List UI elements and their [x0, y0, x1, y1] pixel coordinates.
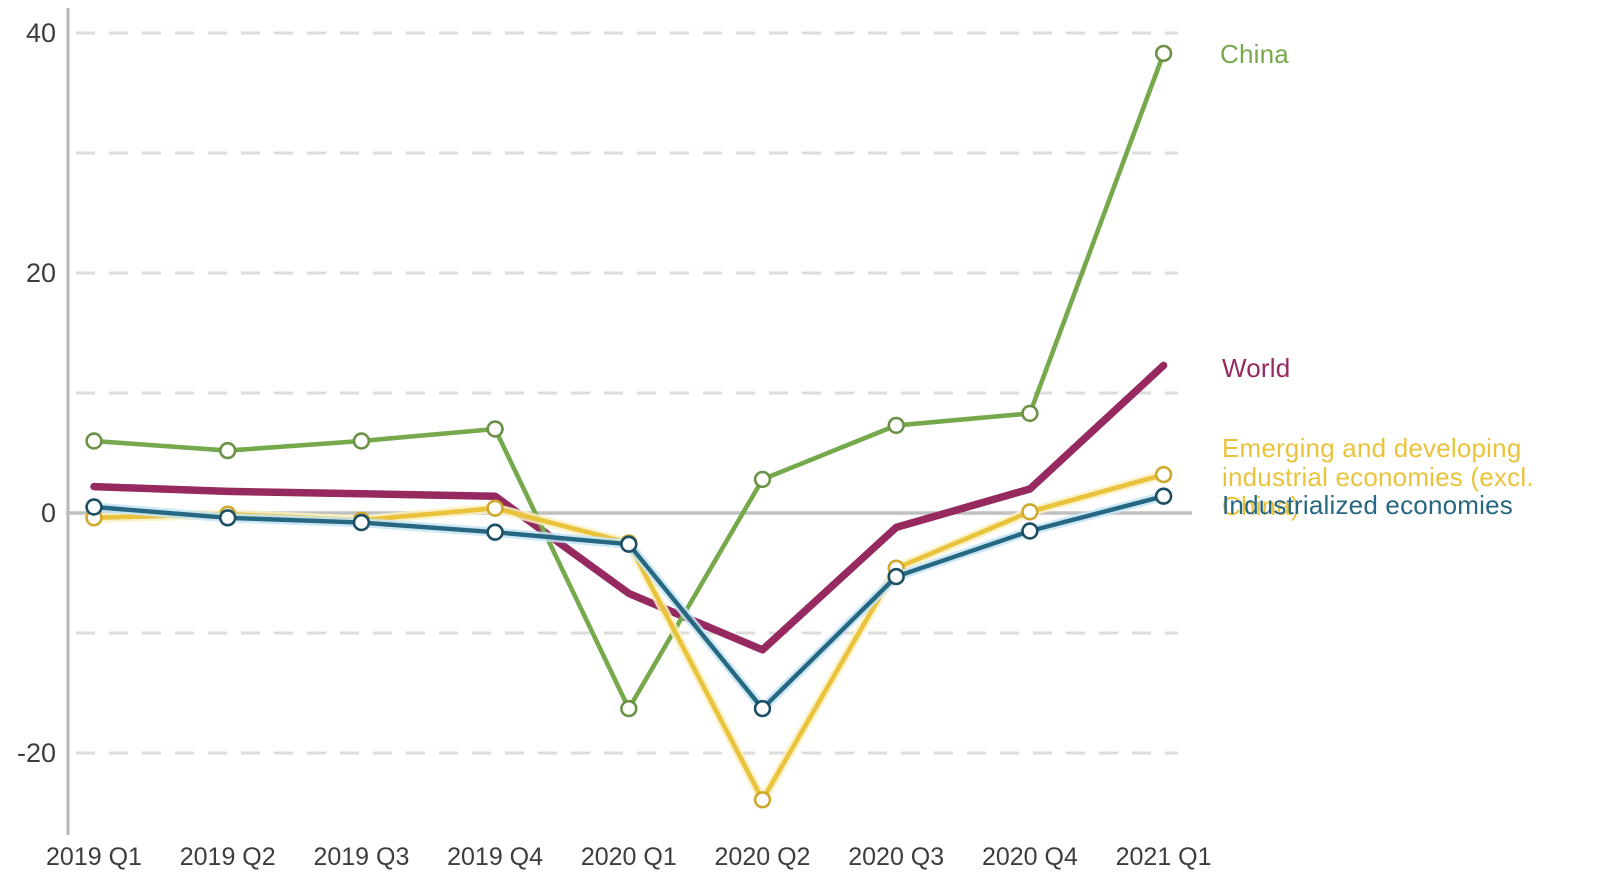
marker-emerging [1021, 503, 1039, 521]
marker-emerging [486, 499, 504, 517]
marker-industrialized [486, 523, 504, 541]
x-tick-label: 2020 Q4 [982, 843, 1078, 871]
marker-industrialized [620, 535, 638, 553]
y-tick-label: 20 [26, 258, 56, 288]
marker-china [887, 416, 905, 435]
y-tick-label: 0 [41, 498, 56, 528]
x-tick-label: 2020 Q1 [581, 843, 677, 871]
x-tick-label: 2019 Q1 [46, 843, 142, 871]
marker-industrialized [1021, 522, 1039, 540]
marker-china [219, 441, 237, 460]
x-tick-label: 2020 Q2 [715, 843, 811, 871]
x-tick-label: 2021 Q1 [1116, 843, 1212, 871]
marker-emerging [1154, 465, 1173, 484]
marker-china [352, 432, 371, 450]
series-label-world: World [1222, 353, 1291, 383]
series-label-china: China [1220, 39, 1289, 69]
series-label-emerging: Emerging and developing industrial econo… [1222, 433, 1534, 521]
x-tick-label: 2019 Q2 [180, 843, 276, 871]
marker-industrialized [352, 513, 371, 532]
series-label-industrialized: Industrialized economies [1222, 490, 1513, 520]
marker-industrialized [85, 498, 103, 516]
marker-emerging [753, 791, 772, 809]
y-tick-label: 40 [26, 18, 56, 48]
series-line-world [90, 361, 1168, 654]
x-tick-label: 2019 Q3 [313, 843, 409, 871]
marker-china [620, 699, 638, 718]
x-tick-label: 2019 Q4 [447, 843, 543, 871]
marker-china [753, 470, 772, 489]
marker-china [486, 420, 504, 438]
marker-china [1021, 404, 1039, 423]
marker-industrialized [219, 509, 237, 527]
y-tick-label: -20 [17, 738, 56, 768]
marker-china [85, 432, 103, 450]
marker-industrialized [753, 699, 772, 718]
x-tick-label: 2020 Q3 [848, 843, 944, 871]
marker-industrialized [1154, 487, 1173, 505]
marker-china [1154, 44, 1173, 63]
marker-industrialized [887, 567, 905, 586]
